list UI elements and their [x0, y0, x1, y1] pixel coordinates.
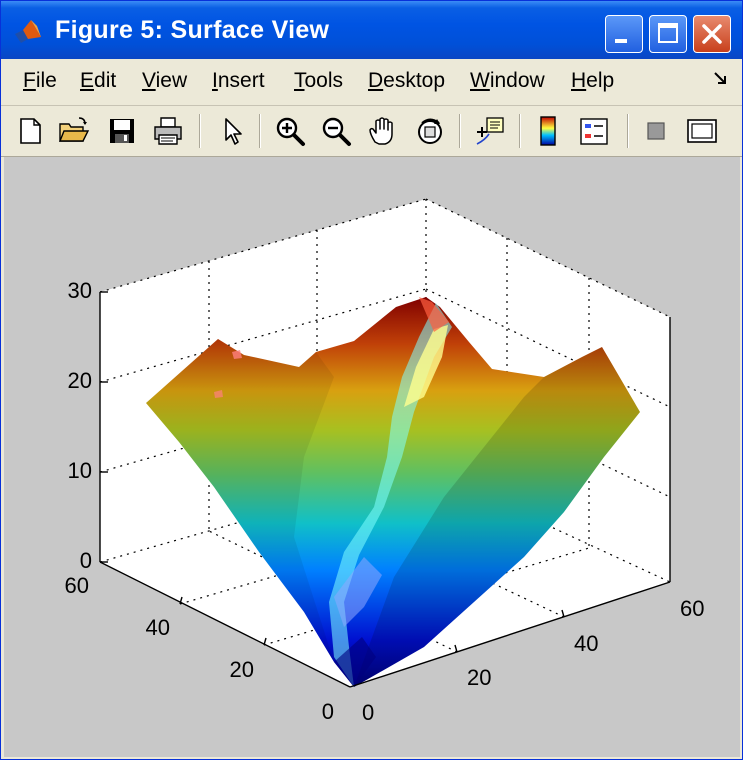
maximize-icon	[658, 23, 678, 43]
toolbar-separator	[627, 114, 629, 148]
save-icon[interactable]	[105, 114, 139, 148]
close-button[interactable]	[693, 15, 731, 53]
minimize-button[interactable]	[605, 15, 643, 53]
z-tick-label: 0	[80, 548, 92, 573]
matlab-logo-icon	[15, 20, 41, 43]
close-icon	[702, 24, 722, 44]
menu-bar: File Edit View Insert Tools Desktop Wind…	[1, 59, 742, 106]
maximize-button[interactable]	[649, 15, 687, 53]
figure-canvas: 30 20 10 0 60 40 20 0 0 20 40 60	[4, 157, 740, 757]
y-tick-label: 40	[146, 615, 170, 640]
toolbar-separator	[459, 114, 461, 148]
surface-plot[interactable]: 30 20 10 0 60 40 20 0 0 20 40 60	[4, 157, 740, 757]
new-file-icon[interactable]	[13, 114, 47, 148]
minimize-icon	[615, 39, 627, 43]
title-bar[interactable]: Figure 5: Surface View	[1, 1, 742, 59]
z-tick-label: 30	[68, 278, 92, 303]
toolbar-separator	[259, 114, 261, 148]
toolbar-separator	[519, 114, 521, 148]
pan-hand-icon[interactable]	[365, 114, 399, 148]
y-tick-label: 0	[322, 699, 334, 724]
z-tick-label: 20	[68, 368, 92, 393]
data-cursor-icon[interactable]	[473, 114, 507, 148]
menu-edit[interactable]: Edit	[80, 69, 117, 92]
dock-arrow-icon[interactable]	[713, 71, 729, 87]
hide-plot-tools-icon[interactable]	[639, 114, 673, 148]
zoom-out-icon[interactable]	[319, 114, 353, 148]
y-tick-label: 60	[65, 573, 89, 598]
menu-view[interactable]: View	[142, 69, 188, 92]
x-tick-label: 20	[467, 665, 491, 690]
zoom-in-icon[interactable]	[273, 114, 307, 148]
surface-mesh	[146, 297, 640, 687]
axes-lines	[99, 291, 671, 688]
menu-insert[interactable]: Insert	[212, 69, 265, 92]
x-tick-label: 60	[680, 596, 704, 621]
y-tick-label: 20	[230, 657, 254, 682]
legend-icon[interactable]	[577, 114, 611, 148]
rotate-3d-icon[interactable]	[413, 114, 447, 148]
menu-help[interactable]: Help	[571, 69, 615, 92]
z-tick-label: 10	[68, 458, 92, 483]
colorbar-icon[interactable]	[531, 114, 565, 148]
open-folder-icon[interactable]	[57, 114, 91, 148]
menu-window[interactable]: Window	[470, 69, 545, 92]
x-tick-label: 0	[362, 700, 374, 725]
window-title: Figure 5: Surface View	[55, 16, 330, 44]
menu-tools[interactable]: Tools	[294, 69, 344, 92]
arrow-select-icon[interactable]	[215, 114, 249, 148]
show-plot-tools-icon[interactable]	[685, 114, 719, 148]
print-icon[interactable]	[151, 114, 185, 148]
menu-desktop[interactable]: Desktop	[368, 69, 446, 92]
figure-toolbar	[1, 106, 742, 157]
toolbar-separator	[199, 114, 201, 148]
menu-file[interactable]: File	[23, 69, 57, 92]
x-tick-label: 40	[574, 631, 598, 656]
